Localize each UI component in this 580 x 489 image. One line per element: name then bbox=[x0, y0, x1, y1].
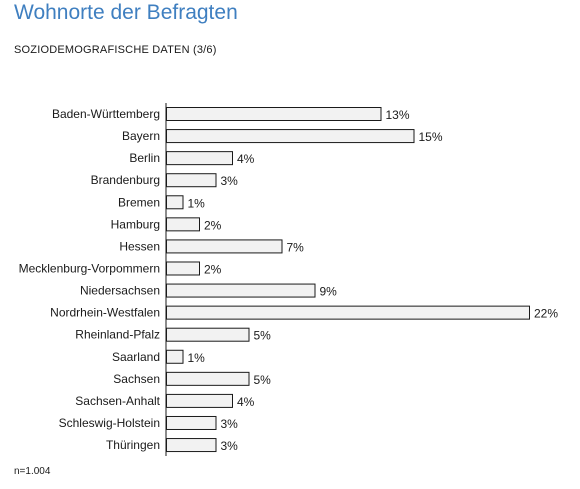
bar-sachsen bbox=[166, 371, 250, 386]
sample-size-note: n=1.004 bbox=[14, 466, 51, 477]
value-label: 22% bbox=[534, 307, 558, 321]
bar-baden-w-rttemberg bbox=[166, 107, 382, 121]
category-label: Niedersachsen bbox=[80, 284, 160, 298]
category-label: Baden-Württemberg bbox=[52, 107, 160, 121]
bar-rheinland-pfalz bbox=[166, 327, 250, 342]
bar-bayern bbox=[166, 129, 415, 144]
value-label: 7% bbox=[287, 240, 305, 254]
value-label: 13% bbox=[386, 108, 410, 122]
bar-berlin bbox=[166, 151, 233, 166]
value-label: 15% bbox=[419, 130, 443, 144]
bar-hamburg bbox=[166, 217, 200, 232]
section-subtitle: SOZIODEMOGRAFISCHE DATEN (3/6) bbox=[14, 44, 217, 56]
value-label: 4% bbox=[237, 395, 255, 409]
value-label: 1% bbox=[188, 196, 206, 210]
page-title: Wohnorte der Befragten bbox=[14, 1, 238, 24]
value-label: 2% bbox=[204, 262, 222, 276]
value-label: 3% bbox=[221, 439, 239, 453]
value-label: 5% bbox=[254, 329, 272, 343]
category-label: Sachsen bbox=[113, 372, 160, 386]
value-label: 3% bbox=[221, 417, 239, 431]
category-label: Brandenburg bbox=[91, 173, 160, 187]
value-label: 5% bbox=[254, 373, 272, 387]
category-label: Thüringen bbox=[106, 438, 160, 452]
bar-schleswig-holstein bbox=[166, 415, 217, 430]
category-label: Bayern bbox=[122, 129, 160, 143]
bar-th-ringen bbox=[166, 438, 217, 453]
bar-niedersachsen bbox=[166, 283, 316, 298]
category-label: Nordrhein-Westfalen bbox=[50, 306, 160, 320]
category-label: Rheinland-Pfalz bbox=[75, 328, 160, 342]
bar-saarland bbox=[166, 349, 184, 364]
category-label: Berlin bbox=[129, 151, 160, 165]
value-label: 2% bbox=[204, 218, 222, 232]
category-label: Sachsen-Anhalt bbox=[75, 394, 160, 408]
value-label: 9% bbox=[320, 285, 338, 299]
category-label: Mecklenburg-Vorpommern bbox=[19, 261, 160, 275]
category-label: Saarland bbox=[112, 350, 160, 364]
bar-bremen bbox=[166, 195, 184, 210]
bar-brandenburg bbox=[166, 173, 217, 188]
category-label: Hamburg bbox=[111, 217, 160, 231]
value-label: 1% bbox=[188, 351, 206, 365]
bar-hessen bbox=[166, 239, 283, 254]
category-label: Bremen bbox=[118, 195, 160, 209]
bar-sachsen-anhalt bbox=[166, 393, 233, 408]
bar-mecklenburg-vorpommern bbox=[166, 261, 200, 276]
category-label: Hessen bbox=[119, 239, 160, 253]
category-label: Schleswig-Holstein bbox=[59, 416, 160, 430]
value-label: 4% bbox=[237, 152, 255, 166]
bar-nordrhein-westfalen bbox=[166, 305, 530, 320]
value-label: 3% bbox=[221, 174, 239, 188]
